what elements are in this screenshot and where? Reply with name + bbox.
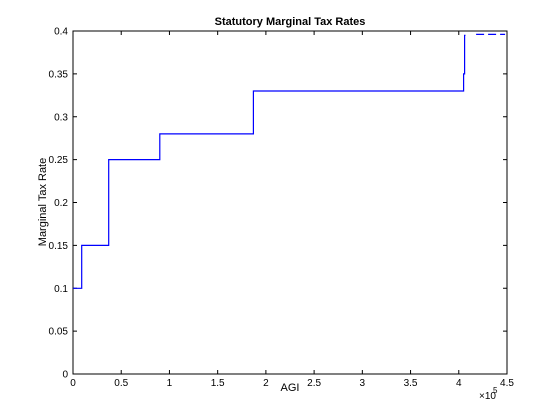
y-tick-label: 0.05 <box>49 327 69 338</box>
x-tick-label: 3 <box>360 378 366 389</box>
x-axis-label: AGI <box>281 382 300 394</box>
x-tick-label: 3.5 <box>404 378 418 389</box>
y-axis-label: Marginal Tax Rate <box>37 158 49 246</box>
x-axis: 0 0.5 1 1.5 2 2.5 3 3.5 4 4.5 <box>70 31 514 389</box>
x-tick-label: 4 <box>456 378 462 389</box>
y-axis: 0 0.05 0.1 0.15 0.2 0.25 0.3 0.35 0.4 <box>49 27 507 381</box>
y-tick-label: 0.1 <box>54 284 68 295</box>
series-line-1 <box>73 34 466 289</box>
y-tick-label: 0.2 <box>54 198 68 209</box>
x-axis-multiplier: ×10 5 <box>479 386 498 402</box>
x-tick-label: 0 <box>70 378 76 389</box>
x-tick-label: 1 <box>167 378 173 389</box>
y-tick-label: 0.4 <box>54 27 68 38</box>
x-tick-label: 4.5 <box>500 378 514 389</box>
x-tick-label: 2.5 <box>307 378 321 389</box>
y-tick-label: 0.3 <box>54 112 68 123</box>
series-layer <box>73 33 506 289</box>
x-tick-label: 2 <box>263 378 269 389</box>
x-tick-label: 1.5 <box>211 378 225 389</box>
x-tick-label: 0.5 <box>114 378 128 389</box>
x-exponent-power: 5 <box>493 386 498 395</box>
x-exponent-base: ×10 <box>479 391 496 402</box>
y-tick-label: 0.35 <box>49 69 69 80</box>
y-tick-label: 0.25 <box>49 155 69 166</box>
chart-title: Statutory Marginal Tax Rates <box>215 16 366 28</box>
y-tick-label: 0 <box>62 370 68 381</box>
plot-area <box>72 30 508 375</box>
y-tick-label: 0.15 <box>49 241 69 252</box>
